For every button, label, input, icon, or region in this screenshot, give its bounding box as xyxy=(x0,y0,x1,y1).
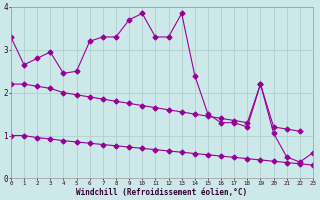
X-axis label: Windchill (Refroidissement éolien,°C): Windchill (Refroidissement éolien,°C) xyxy=(76,188,247,197)
